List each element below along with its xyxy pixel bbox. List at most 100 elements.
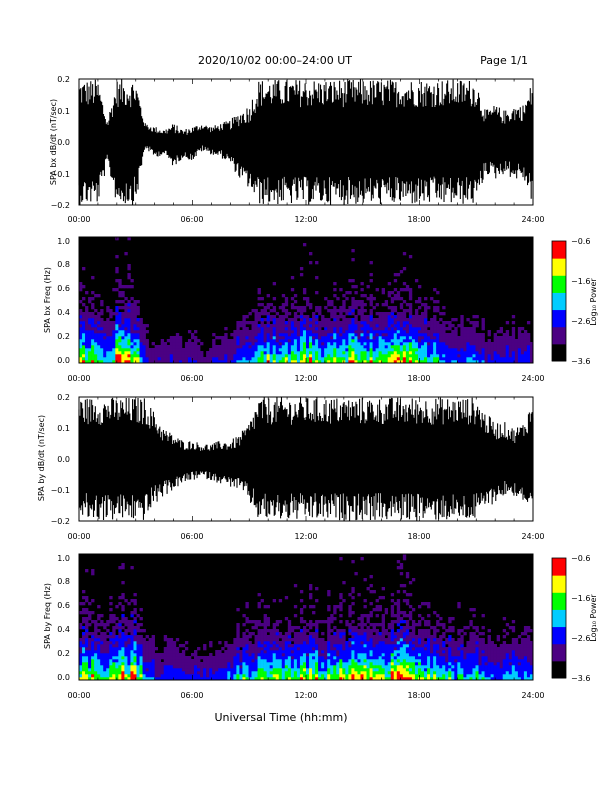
panel-by-spectrogram-cell bbox=[472, 659, 476, 663]
panel-by-spectrogram-cell bbox=[260, 641, 264, 645]
panel-by-spectrogram-cell bbox=[103, 632, 107, 636]
panel-by-spectrogram-cell bbox=[169, 656, 174, 660]
panel-by-spectrogram-cell bbox=[142, 665, 146, 669]
panel-by-spectrogram-cell bbox=[496, 656, 501, 660]
panel-by-spectrogram-cell bbox=[272, 644, 277, 648]
panel-by-spectrogram-cell bbox=[224, 677, 228, 681]
panel-bx-spectrogram-cell bbox=[269, 348, 274, 352]
panel-by-spectrogram-cell bbox=[115, 656, 119, 660]
panel-by-spectrogram-cell bbox=[357, 656, 361, 660]
panel-bx-spectrogram-cell bbox=[200, 342, 204, 346]
panel-bx-spectrogram-cell bbox=[312, 354, 316, 358]
panel-by-spectrogram-cell bbox=[124, 647, 128, 651]
panel-bx-spectrogram-cell bbox=[526, 360, 531, 364]
panel-bx-spectrogram-cell bbox=[411, 336, 416, 340]
panel-bx-spectrogram-cell bbox=[145, 342, 149, 346]
panel-by-spectrogram-cell bbox=[133, 665, 137, 669]
panel-bx-spectrogram-cell bbox=[287, 324, 292, 328]
panel-bx-spectrogram-cell bbox=[109, 327, 113, 331]
panel-by-spectrogram-cell bbox=[460, 656, 464, 660]
panel-bx-spectrogram-cell bbox=[254, 360, 258, 364]
panel-bx-spectrogram-cell bbox=[321, 345, 325, 349]
panel-by-spectrogram-cell bbox=[302, 650, 307, 654]
panel-by-spectrogram-cell bbox=[306, 668, 310, 672]
panel-bx-spectrogram-cell bbox=[408, 348, 413, 352]
panel-bx-spectrogram-cell bbox=[290, 354, 295, 358]
panel-bx-spectrogram-cell bbox=[136, 309, 140, 313]
panel-by-spectrogram-cell bbox=[463, 671, 467, 675]
panel-by-spectrogram-cell bbox=[354, 638, 358, 642]
panel-by-spectrogram-cell bbox=[306, 638, 310, 642]
panel-bx-spectrogram-cell bbox=[390, 309, 395, 313]
panel-by-spectrogram-cell bbox=[121, 608, 125, 612]
panel-bx-spectrogram-cell bbox=[266, 294, 270, 298]
panel-bx-spectrogram-cell bbox=[381, 360, 385, 364]
panel-bx-spectrogram-cell bbox=[402, 300, 407, 304]
panel-bx-spectrogram-cell bbox=[82, 285, 86, 289]
panel-by-spectrogram-cell bbox=[336, 674, 340, 678]
panel-bx-spectrogram-cell bbox=[469, 351, 473, 355]
panel-bx-spectrogram-cell bbox=[354, 291, 358, 295]
panel-by-spectrogram-cell bbox=[127, 623, 131, 627]
panel-bx-spectrogram-cell bbox=[463, 360, 467, 364]
panel-by-spectrogram-cell bbox=[402, 557, 407, 561]
panel-by-spectrogram-cell bbox=[133, 608, 137, 612]
panel-by-spectrogram-cell bbox=[460, 677, 464, 681]
panel-bx-spectrogram-cell bbox=[194, 330, 198, 334]
panel-bx-spectrogram-cell bbox=[424, 360, 428, 364]
panel-by-spectrogram-cell bbox=[402, 662, 407, 666]
panel-bx-spectrogram-cell bbox=[442, 357, 446, 361]
panel-bx-spectrogram-cell bbox=[227, 345, 231, 349]
panel-by-spectrogram-cell bbox=[451, 650, 455, 654]
panel-bx-spectrogram-cell bbox=[451, 348, 455, 352]
panel-by-spectrogram-cell bbox=[287, 644, 292, 648]
panel-by-spectrogram-cell bbox=[315, 668, 319, 672]
panel-by-spectrogram-cell bbox=[296, 641, 301, 645]
panel-by-spectrogram-cell bbox=[363, 671, 367, 675]
panel-by-spectrogram-cell bbox=[260, 668, 264, 672]
panel-by-spectrogram-cell bbox=[381, 650, 385, 654]
panel-by-spectrogram-cell bbox=[502, 647, 507, 651]
panel-by-spectrogram-cell bbox=[330, 656, 334, 660]
panel-bx-spectrogram-cell bbox=[293, 339, 298, 343]
panel-by-spectrogram-cell bbox=[172, 674, 177, 678]
panel-by-spectrogram-cell bbox=[254, 668, 258, 672]
panel-by-spectrogram-cell bbox=[118, 659, 122, 663]
panel-bx-spectrogram-cell bbox=[372, 354, 376, 358]
panel-bx-spectrogram-cell bbox=[130, 279, 134, 283]
panel-by-spectrogram-cell bbox=[372, 677, 376, 681]
panel-by-spectrogram-cell bbox=[411, 578, 416, 582]
panel-bx-spectrogram-cell bbox=[342, 330, 346, 334]
panel-bx-spectrogram-cell bbox=[263, 306, 267, 310]
panel-by-spectrogram-cell bbox=[363, 650, 367, 654]
panel-by-spectrogram-cell bbox=[405, 665, 410, 669]
panel-by-spectrogram-cell bbox=[366, 674, 370, 678]
panel-bx-spectrogram-cell bbox=[348, 327, 352, 331]
panel-by-spectrogram-cell bbox=[318, 653, 322, 657]
panel-by-spectrogram-cell bbox=[263, 656, 267, 660]
panel-bx-spectrogram-cell bbox=[469, 345, 473, 349]
panel-by-spectrogram-cell bbox=[472, 632, 476, 636]
panel-bx-spectrogram-cell bbox=[405, 321, 410, 325]
panel-by-spectrogram-cell bbox=[272, 623, 277, 627]
panel-bx-spectrogram-cell bbox=[221, 351, 225, 355]
panel-bx-spectrogram-cell bbox=[269, 324, 274, 328]
panel-bx-spectrogram-cell bbox=[463, 357, 467, 361]
panel-by-spectrogram-cell bbox=[478, 668, 482, 672]
panel-by-spectrogram-cell bbox=[490, 647, 494, 651]
panel-bx-spectrogram-cell bbox=[242, 330, 246, 334]
panel-by-spectrogram-cell bbox=[227, 647, 231, 651]
panel-by-spectrogram-cell bbox=[190, 665, 195, 669]
panel-bx-spectrogram-cell bbox=[82, 345, 86, 349]
panel-bx-spectrogram-ylabel: SPA bx Freq (Hz) bbox=[43, 267, 52, 333]
panel-by-spectrogram-cell bbox=[369, 668, 373, 672]
panel-bx-spectrogram-cell bbox=[278, 345, 283, 349]
panel-by-spectrogram-cell bbox=[82, 650, 86, 654]
panel-bx-spectrogram-cell bbox=[439, 318, 443, 322]
panel-by-spectrogram-cell bbox=[436, 671, 440, 675]
panel-bx-spectrogram-cell bbox=[481, 339, 485, 343]
panel-bx-spectrogram-cell bbox=[194, 357, 198, 361]
panel-by-spectrogram-cell bbox=[136, 623, 140, 627]
panel-bx-spectrogram-cell bbox=[333, 306, 337, 310]
panel-bx-dbdt-ytick: 0.2 bbox=[57, 75, 70, 84]
